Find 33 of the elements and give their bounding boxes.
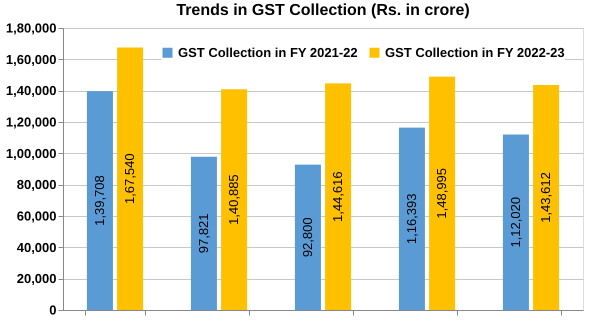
y-tick-label: 20,000 [16, 271, 56, 286]
legend-label: GST Collection in FY 2021-22 [178, 44, 358, 60]
data-label: 1,12,020 [508, 196, 523, 248]
bar [429, 76, 456, 310]
data-label: 1,39,708 [92, 175, 107, 226]
y-tick-label: 1,00,000 [6, 146, 56, 161]
chart-title: Trends in GST Collection (Rs. in crore) [176, 2, 470, 19]
bar [117, 48, 144, 310]
bar [533, 85, 560, 310]
legend-label: GST Collection in FY 2022-23 [385, 44, 565, 60]
data-label: 92,800 [300, 217, 315, 258]
y-tick-label: 40,000 [16, 240, 56, 255]
bar [502, 134, 529, 310]
y-tick-label: 80,000 [16, 177, 56, 192]
bar [190, 156, 217, 310]
bar [86, 91, 113, 310]
y-tick-label: 1,20,000 [6, 114, 56, 130]
data-label: 1,16,393 [404, 194, 419, 244]
y-tick-label: 1,80,000 [6, 20, 56, 36]
y-tick-label: 1,40,000 [6, 83, 56, 98]
y-tick-label: 0 [49, 302, 56, 318]
bar [325, 83, 352, 310]
data-label: 1,40,885 [226, 174, 242, 225]
data-label: 1,43,612 [538, 172, 554, 223]
bar [398, 128, 425, 310]
bar [221, 89, 248, 310]
y-tick-label: 60,000 [16, 208, 56, 224]
data-label: 97,821 [196, 213, 211, 254]
data-label: 1,67,540 [122, 153, 138, 204]
data-label: 1,44,616 [330, 171, 346, 222]
data-label: 1,48,995 [434, 168, 450, 219]
bar [294, 164, 321, 310]
y-tick-label: 1,60,000 [6, 52, 56, 67]
